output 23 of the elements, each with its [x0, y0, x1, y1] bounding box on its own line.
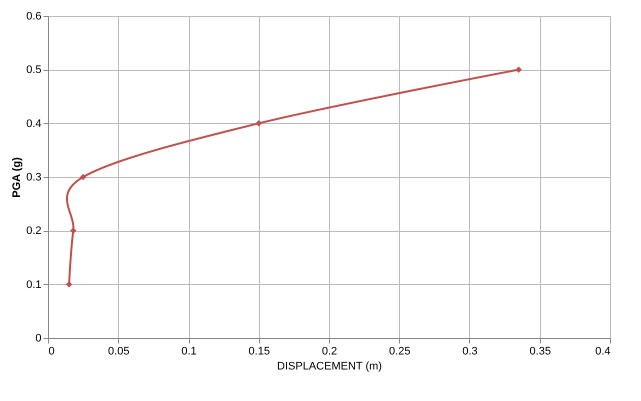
x-tick-label: 0.05 — [108, 346, 130, 358]
y-tick-label: 0.5 — [26, 64, 42, 76]
x-tick-label: 0.3 — [462, 346, 478, 358]
point — [256, 120, 262, 126]
y-tick-label: 0 — [35, 332, 42, 344]
x-tick-label: 0.1 — [181, 346, 197, 358]
point — [70, 228, 76, 234]
x-tick-label: 0.25 — [389, 346, 410, 358]
x-tick-label: 0.15 — [248, 346, 270, 358]
x-tick-label: 0.2 — [322, 346, 338, 358]
y-tick-label: 0.2 — [26, 225, 42, 238]
y-tick-label: 0.1 — [26, 278, 42, 291]
point — [516, 66, 522, 73]
y-tick-label: 0.6 — [26, 10, 42, 22]
y-tick-label: 0.3 — [26, 172, 42, 184]
point — [66, 281, 72, 288]
x-axis-title: DISPLACEMENT (m) — [277, 360, 382, 372]
x-tick-label: 0.35 — [530, 346, 551, 358]
y-axis-title: PGA (g) — [11, 156, 24, 198]
y-tick-label: 0.4 — [26, 118, 42, 130]
x-tick-label: 0 — [48, 346, 55, 358]
x-tick-label: 0.4 — [595, 346, 610, 358]
point — [80, 174, 86, 180]
